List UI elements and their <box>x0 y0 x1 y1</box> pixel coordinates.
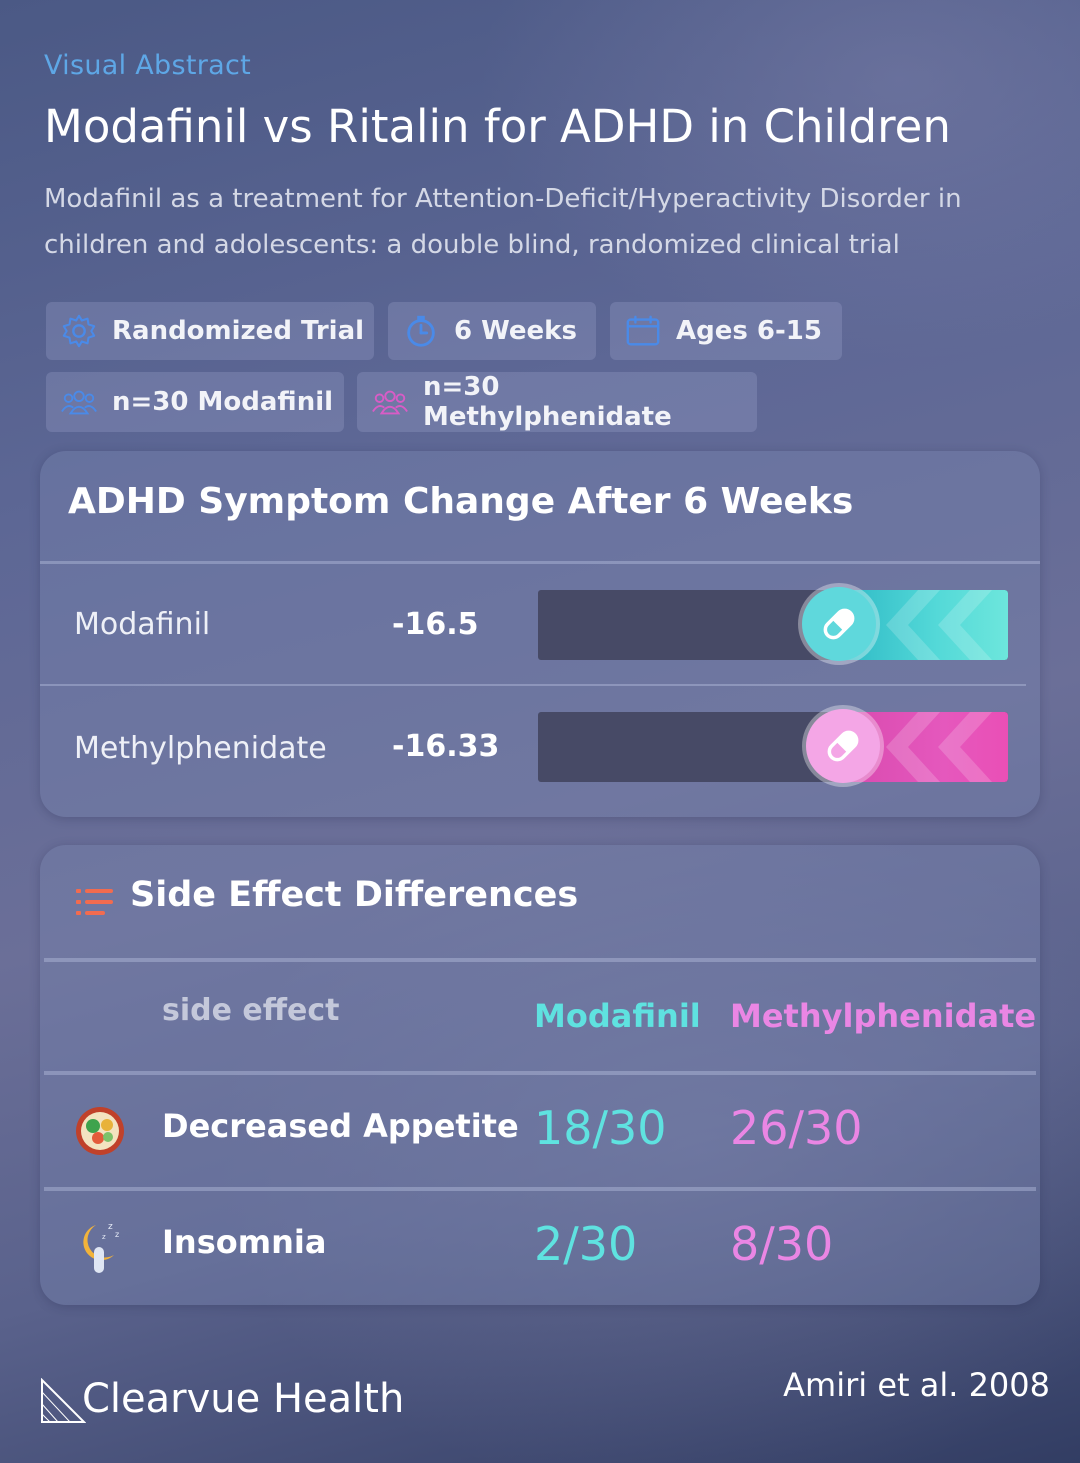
calendar-icon <box>626 315 660 346</box>
brand-mark-icon <box>41 1378 86 1423</box>
chevron-pattern <box>886 590 992 660</box>
card-divider <box>40 561 1040 564</box>
row-label-modafinil: Modafinil <box>74 607 211 642</box>
tag-label: n=30 Modafinil <box>112 387 334 417</box>
pill-icon <box>806 709 880 783</box>
column-header-modafinil: Modafinil <box>534 997 701 1035</box>
svg-text:z: z <box>102 1233 106 1241</box>
value-modafinil-appetite: 18/30 <box>534 1101 667 1155</box>
card-title: ADHD Symptom Change After 6 Weeks <box>68 481 854 522</box>
bar-track-methylphenidate <box>538 712 1008 782</box>
svg-text:z: z <box>108 1222 113 1232</box>
column-header-side-effect: side effect <box>162 993 340 1028</box>
brand-name: Clearvue Health <box>82 1376 405 1422</box>
chevron-pattern <box>886 712 992 782</box>
tag-label: Ages 6-15 <box>676 316 822 346</box>
tag-label: 6 Weeks <box>454 316 577 346</box>
group-icon <box>61 390 97 415</box>
list-icon <box>76 889 113 915</box>
pill-icon <box>802 587 876 661</box>
card-title: Side Effect Differences <box>130 875 579 915</box>
gear-icon <box>62 314 96 348</box>
page-subtitle: Modafinil as a treatment for Attention-D… <box>44 184 962 260</box>
value-methylphenidate-appetite: 26/30 <box>730 1101 863 1155</box>
tag-label: Randomized Trial <box>112 316 365 346</box>
bar-track-modafinil <box>538 590 1008 660</box>
row-divider <box>44 1187 1036 1191</box>
citation: Amiri et al. 2008 <box>783 1366 1050 1404</box>
card-divider <box>44 958 1036 962</box>
header-divider <box>44 1071 1036 1075</box>
tag-modafinil-n: n=30 Modafinil <box>46 372 344 432</box>
tag-duration: 6 Weeks <box>388 302 596 360</box>
stopwatch-icon <box>407 315 435 347</box>
row-value-methylphenidate: -16.33 <box>392 729 500 764</box>
tag-methylphenidate-n: n=30 Methylphenidate <box>357 372 757 432</box>
value-methylphenidate-insomnia: 8/30 <box>730 1217 834 1271</box>
brand-logo: Clearvue Health <box>40 1362 404 1424</box>
row-label-methylphenidate: Methylphenidate <box>74 731 327 766</box>
svg-text:z: z <box>115 1230 119 1239</box>
food-bowl-icon <box>76 1107 124 1155</box>
tag-ages: Ages 6-15 <box>610 302 842 360</box>
symptom-change-card: ADHD Symptom Change After 6 Weeks Modafi… <box>40 451 1040 817</box>
tag-randomized-trial: Randomized Trial <box>46 302 374 360</box>
sleeping-moon-icon: z z z <box>83 1222 119 1273</box>
side-effects-card: Side Effect Differences side effect Moda… <box>40 845 1040 1305</box>
row-label-decreased-appetite: Decreased Appetite <box>162 1107 519 1145</box>
row-divider <box>40 684 1026 686</box>
group-icon <box>372 390 408 415</box>
row-value-modafinil: -16.5 <box>392 607 479 642</box>
page-title: Modafinil vs Ritalin for ADHD in Childre… <box>44 100 951 153</box>
tag-label: n=30 Methylphenidate <box>423 372 672 432</box>
kicker-label: Visual Abstract <box>44 50 252 81</box>
row-label-insomnia: Insomnia <box>162 1223 327 1261</box>
column-header-methylphenidate: Methylphenidate <box>730 997 1037 1035</box>
value-modafinil-insomnia: 2/30 <box>534 1217 638 1271</box>
